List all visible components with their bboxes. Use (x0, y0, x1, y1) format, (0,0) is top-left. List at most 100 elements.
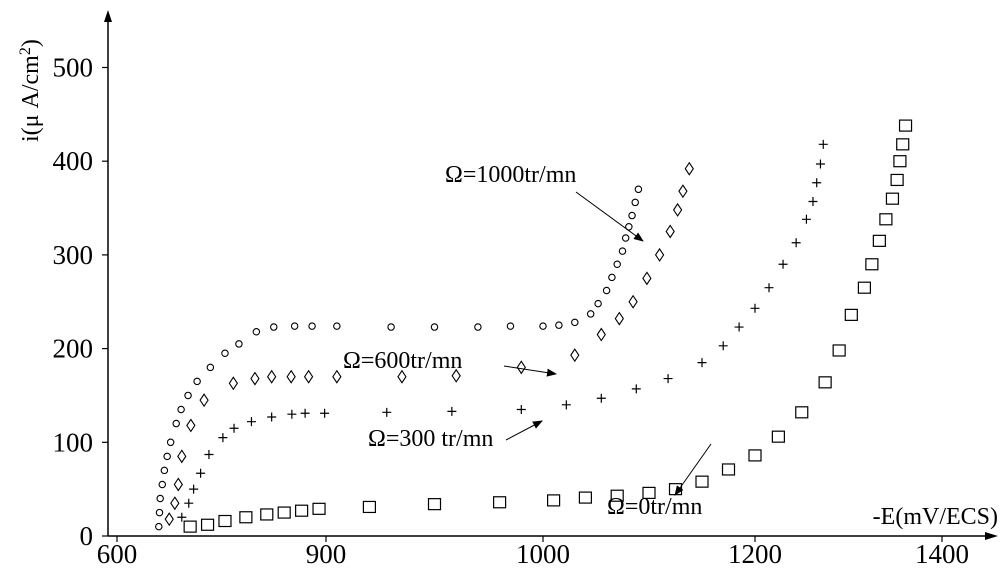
data-point-diamond (684, 161, 694, 176)
data-point-square (260, 508, 274, 521)
data-point-plus (791, 238, 801, 248)
data-point-plus (818, 139, 828, 149)
data-point-square (200, 518, 215, 531)
data-point-plus (718, 341, 728, 351)
data-point-square (277, 506, 291, 519)
data-point-diamond (654, 247, 665, 262)
data-point-plus (229, 423, 239, 433)
data-point-square (896, 138, 910, 151)
x-tick-label: 1000 (516, 539, 570, 568)
data-point-square (362, 500, 376, 514)
data-point-plus (218, 433, 228, 443)
y-axis-label: i(μ A/cm2) (17, 39, 45, 142)
data-point-circle (571, 318, 579, 327)
y-tick-label: 100 (53, 427, 94, 457)
data-point-diamond (266, 369, 277, 384)
x-tick-label: 1400 (915, 539, 969, 568)
data-point-square (832, 344, 846, 357)
y-tick-label: 300 (53, 240, 94, 270)
data-point-diamond (642, 271, 652, 286)
data-point-circle (333, 322, 341, 330)
data-point-circle (252, 327, 261, 336)
data-point-plus (663, 374, 673, 384)
data-point-square (818, 376, 832, 389)
data-point-square (748, 449, 762, 462)
data-point-diamond (332, 369, 342, 384)
data-point-diamond (228, 376, 239, 391)
data-point-diamond (516, 360, 526, 375)
data-point-diamond (199, 393, 209, 408)
x-tick-label: 600 (97, 539, 138, 568)
data-point-square (312, 502, 326, 515)
data-point-square (898, 119, 913, 132)
x-tick-label: 1200 (728, 539, 782, 568)
data-point-square (239, 511, 253, 524)
x-axis-label: -E(mV/ECS) (873, 504, 998, 530)
data-point-circle (184, 391, 192, 400)
data-point-circle (166, 438, 175, 447)
data-point-square (183, 520, 197, 533)
y-tick-label: 200 (53, 334, 94, 364)
data-point-diamond (250, 371, 260, 386)
annotation-omega-600: Ω=600tr/mn (343, 348, 462, 374)
series-circle (155, 185, 643, 531)
data-point-square (578, 491, 593, 504)
annotation-omega-0: Ω=0tr/mn (607, 494, 702, 520)
data-point-circle (634, 185, 643, 194)
data-point-square (695, 475, 709, 488)
series-plus (177, 139, 828, 522)
data-point-square (493, 496, 507, 509)
data-point-circle (618, 247, 627, 255)
y-tick-label: 400 (53, 146, 94, 176)
x-tick-label: 900 (306, 539, 347, 568)
data-point-plus (287, 409, 297, 419)
data-point-circle (308, 322, 316, 330)
data-point-plus (184, 498, 194, 508)
y-tick-label: 500 (53, 53, 94, 83)
data-point-square (295, 504, 309, 517)
data-point-plus (734, 322, 744, 332)
data-point-circle (608, 273, 616, 282)
data-point-plus (267, 412, 277, 422)
data-point-circle (156, 494, 164, 503)
data-point-circle (631, 198, 639, 207)
data-point-circle (625, 223, 633, 231)
data-point-circle (235, 340, 243, 348)
data-point-diamond (286, 369, 296, 384)
data-point-diamond (665, 224, 675, 239)
data-point-diamond (177, 449, 187, 464)
data-point-circle (539, 322, 547, 330)
data-point-square (546, 494, 561, 507)
data-point-square (844, 308, 858, 321)
data-point-diamond (451, 368, 461, 383)
data-point-square (427, 498, 442, 511)
data-point-plus (697, 358, 707, 368)
y-tick-labels: 0 100 200 300 400 500 (53, 53, 108, 551)
data-point-plus (320, 408, 330, 418)
data-point-plus (596, 393, 606, 403)
data-point-circle (193, 377, 201, 386)
data-point-square (893, 155, 907, 168)
data-point-square (218, 514, 232, 528)
data-point-diamond (596, 327, 606, 342)
data-point-square (642, 486, 656, 499)
data-point-circle (586, 310, 595, 318)
y-axis-label-close: ) (18, 39, 44, 47)
annotation-arrow-1000 (575, 191, 644, 242)
annotation-arrow-600 (503, 365, 557, 377)
data-point-circle (555, 321, 563, 329)
data-point-plus (189, 484, 199, 494)
series-layer (155, 119, 913, 533)
data-point-diamond (570, 348, 580, 363)
data-point-diamond (678, 184, 688, 199)
data-point-circle (387, 323, 395, 331)
data-point-circle (506, 322, 515, 330)
data-point-circle (155, 522, 163, 531)
data-point-diamond (628, 294, 638, 309)
data-point-plus (801, 214, 811, 224)
series-square (183, 119, 913, 533)
data-point-plus (750, 303, 760, 313)
data-point-circle (430, 323, 439, 331)
data-point-plus (561, 400, 571, 410)
data-point-plus (631, 384, 641, 394)
